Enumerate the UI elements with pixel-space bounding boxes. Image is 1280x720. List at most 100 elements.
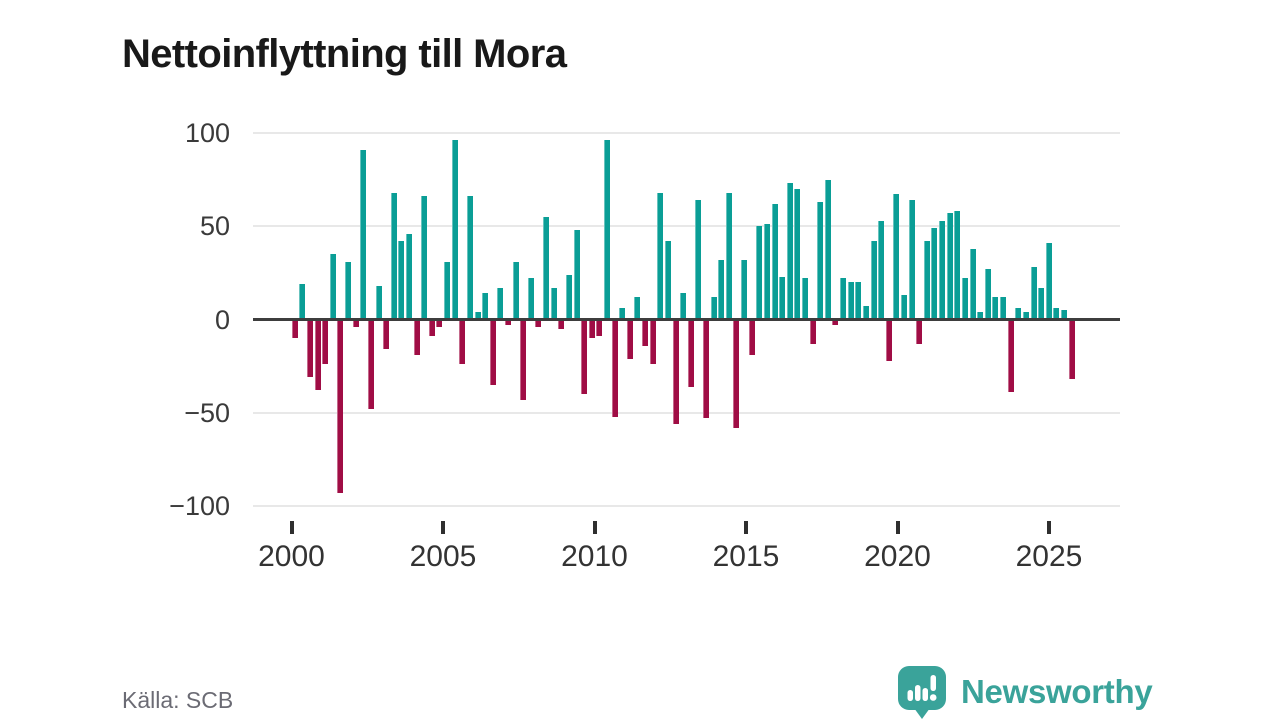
bar-2010Q1 <box>596 319 603 337</box>
x-axis-label: 2015 <box>712 540 780 573</box>
bar-2006Q1 <box>474 312 481 320</box>
chart-title: Nettoinflyttning till Mora <box>122 31 567 76</box>
bar-2012Q2 <box>664 241 671 320</box>
x-axis-tick-2015 <box>744 521 748 534</box>
bar-2013Q2 <box>695 200 702 320</box>
bar-2012Q3 <box>672 319 679 424</box>
x-axis-label: 2005 <box>409 540 477 573</box>
bar-2008Q2 <box>543 216 549 320</box>
bar-2010Q2 <box>604 140 610 320</box>
bar-2025Q3 <box>1068 319 1075 380</box>
bar-2011Q3 <box>642 319 648 346</box>
bar-2022Q3 <box>977 312 984 320</box>
bar-2006Q3 <box>489 319 496 385</box>
bar-2007Q4 <box>527 278 534 320</box>
bar-2007Q1 <box>504 319 511 326</box>
bar-2025Q2 <box>1060 310 1067 320</box>
bar-2014Q3 <box>733 319 740 428</box>
bar-2002Q2 <box>360 149 367 320</box>
bar-2021Q2 <box>939 220 946 320</box>
bar-2003Q1 <box>383 319 390 350</box>
bar-2004Q4 <box>436 319 443 327</box>
source-note: Källa: SCB <box>122 687 234 713</box>
y-axis-label: −100 <box>169 491 230 522</box>
bar-2013Q3 <box>703 319 709 419</box>
bar-2019Q1 <box>870 241 877 320</box>
bar-2016Q3 <box>794 188 801 320</box>
bar-2011Q2 <box>634 297 641 320</box>
bar-2008Q4 <box>558 319 565 329</box>
bar-2022Q2 <box>969 248 976 320</box>
bar-2023Q2 <box>1000 297 1006 320</box>
bar-2006Q2 <box>482 293 489 320</box>
y-axis-label: −50 <box>184 397 230 428</box>
bar-2008Q1 <box>535 319 542 327</box>
bar-2023Q1 <box>992 297 999 320</box>
y-axis-label: 0 <box>214 304 230 335</box>
newsworthy-logo: Newsworthy <box>896 666 1153 719</box>
bar-2009Q2 <box>573 229 580 320</box>
x-axis-label: 2025 <box>1015 540 1083 573</box>
bar-2012Q4 <box>680 293 687 320</box>
bar-2016Q2 <box>786 183 793 320</box>
bar-2004Q2 <box>421 196 428 320</box>
x-axis-label: 2010 <box>561 540 628 573</box>
newsworthy-logo-text: Newsworthy <box>961 673 1153 710</box>
bar-2016Q4 <box>802 278 808 320</box>
bar-2025Q1 <box>1053 308 1060 320</box>
bar-2007Q3 <box>520 319 527 400</box>
gridline-y-50 <box>253 225 1120 228</box>
bar-2002Q3 <box>367 319 374 410</box>
bar-2003Q3 <box>398 241 405 320</box>
bar-2021Q1 <box>931 228 938 320</box>
bar-2019Q4 <box>893 194 900 320</box>
bar-2014Q4 <box>741 259 747 320</box>
bar-2017Q4 <box>832 319 839 326</box>
bar-2024Q3 <box>1038 287 1045 320</box>
bar-2016Q1 <box>779 276 786 320</box>
y-axis-label: 100 <box>184 117 230 148</box>
bar-2020Q1 <box>901 295 907 320</box>
bar-2005Q3 <box>459 319 466 365</box>
bar-2007Q2 <box>512 261 519 320</box>
bar-2024Q1 <box>1022 312 1029 320</box>
bar-2001Q4 <box>345 261 351 320</box>
bar-2018Q3 <box>855 282 862 320</box>
bar-2001Q1 <box>322 319 329 365</box>
gridline-y--50 <box>253 411 1120 414</box>
bar-2018Q2 <box>847 282 854 320</box>
bar-2000Q4 <box>314 319 321 391</box>
x-axis-tick-2005 <box>441 521 445 534</box>
x-axis-label: 2000 <box>258 540 325 573</box>
bar-2011Q1 <box>626 319 633 359</box>
bar-2000Q3 <box>306 319 313 378</box>
bar-2010Q3 <box>611 319 618 417</box>
x-axis-tick-2020 <box>895 521 900 534</box>
x-axis-label: 2020 <box>864 540 931 573</box>
bar-2004Q3 <box>428 319 435 337</box>
bar-2017Q3 <box>824 179 831 320</box>
bar-2021Q3 <box>946 213 953 320</box>
bar-2018Q4 <box>862 306 869 320</box>
zero-axis-line <box>253 318 1120 321</box>
bar-2023Q3 <box>1007 319 1014 393</box>
bar-2020Q3 <box>916 319 923 344</box>
bar-2005Q4 <box>466 196 473 320</box>
bar-2015Q4 <box>771 203 778 320</box>
bar-2008Q3 <box>550 287 557 320</box>
bar-2018Q1 <box>840 278 847 320</box>
bar-2002Q4 <box>375 285 382 320</box>
bar-2011Q4 <box>649 319 656 365</box>
x-axis-tick-2000 <box>289 521 294 534</box>
bar-2003Q2 <box>390 192 397 320</box>
bar-2013Q1 <box>687 319 694 387</box>
bar-2009Q4 <box>588 319 595 339</box>
gridline-y--100 <box>253 505 1120 508</box>
bar-2005Q2 <box>451 140 458 320</box>
bar-2009Q3 <box>581 319 588 395</box>
bar-2017Q1 <box>809 319 816 344</box>
x-axis-tick-2025 <box>1047 521 1051 534</box>
bar-2020Q4 <box>923 241 930 320</box>
